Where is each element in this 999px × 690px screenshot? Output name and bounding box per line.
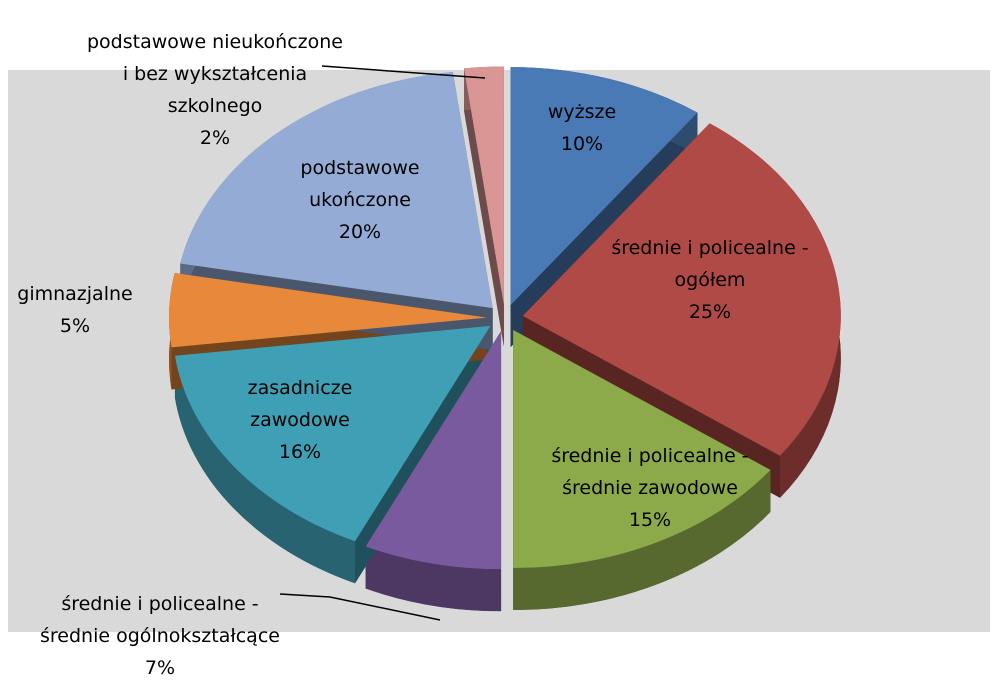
leader-line (321, 65, 486, 79)
value-label: 2% (199, 127, 231, 149)
category-label: średnie i policealne - średnie zawodowe (551, 445, 749, 499)
category-label: podstawowe ukończone (300, 157, 420, 211)
data-label: zasadnicze zawodowe 16% (225, 372, 375, 468)
data-label: podstawowe nieukończone i bez wykształce… (85, 26, 345, 154)
category-label: zasadnicze zawodowe (247, 377, 353, 431)
value-label: 10% (560, 133, 604, 155)
data-label: średnie i policealne - średnie ogólnoksz… (25, 588, 295, 684)
value-label: 20% (338, 221, 382, 243)
slice (464, 66, 504, 305)
data-label: gimnazjalne 5% (0, 278, 150, 342)
value-label: 16% (278, 441, 322, 463)
data-label: średnie i policealne - ogółem 25% (580, 232, 840, 328)
category-label: średnie i policealne - średnie ogólnoksz… (40, 593, 280, 647)
slice (180, 72, 493, 309)
category-label: wyższe (547, 101, 617, 123)
slice (174, 325, 491, 542)
slice-tops (169, 66, 841, 570)
category-label: gimnazjalne (17, 283, 133, 305)
value-label: 7% (144, 657, 176, 679)
leader-line (279, 593, 441, 621)
value-label: 15% (628, 509, 672, 531)
slice (510, 67, 698, 306)
category-label: podstawowe nieukończone i bez wykształce… (87, 31, 343, 117)
category-label: średnie i policealne - ogółem (611, 237, 809, 291)
slice (169, 272, 488, 348)
slice-radial-wall (464, 68, 504, 347)
slice-outer-wall (174, 355, 356, 584)
value-label: 25% (688, 301, 732, 323)
slice-outer-wall (513, 469, 771, 611)
data-label: średnie i policealne - średnie zawodowe 1… (520, 440, 780, 536)
slice (513, 330, 771, 569)
data-label: wyższe 10% (507, 96, 657, 160)
slice (522, 123, 841, 456)
slice-outer-wall (365, 546, 502, 612)
data-label: podstawowe ukończone 20% (280, 152, 440, 248)
value-label: 5% (59, 315, 91, 337)
slice (365, 331, 502, 570)
